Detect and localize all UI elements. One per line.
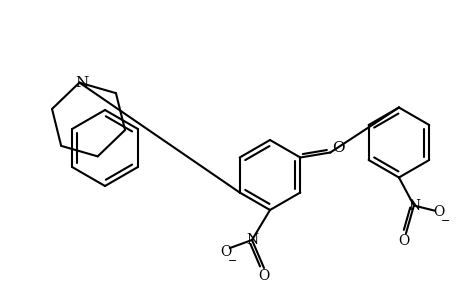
Text: −: − [228,256,237,266]
Text: O: O [397,235,409,248]
Text: O: O [220,245,231,259]
Text: O: O [258,269,269,283]
Text: N: N [407,199,419,212]
Text: O: O [432,206,443,220]
Text: −: − [440,217,450,226]
Text: N: N [75,76,88,90]
Text: O: O [331,140,344,154]
Text: N: N [246,233,257,247]
